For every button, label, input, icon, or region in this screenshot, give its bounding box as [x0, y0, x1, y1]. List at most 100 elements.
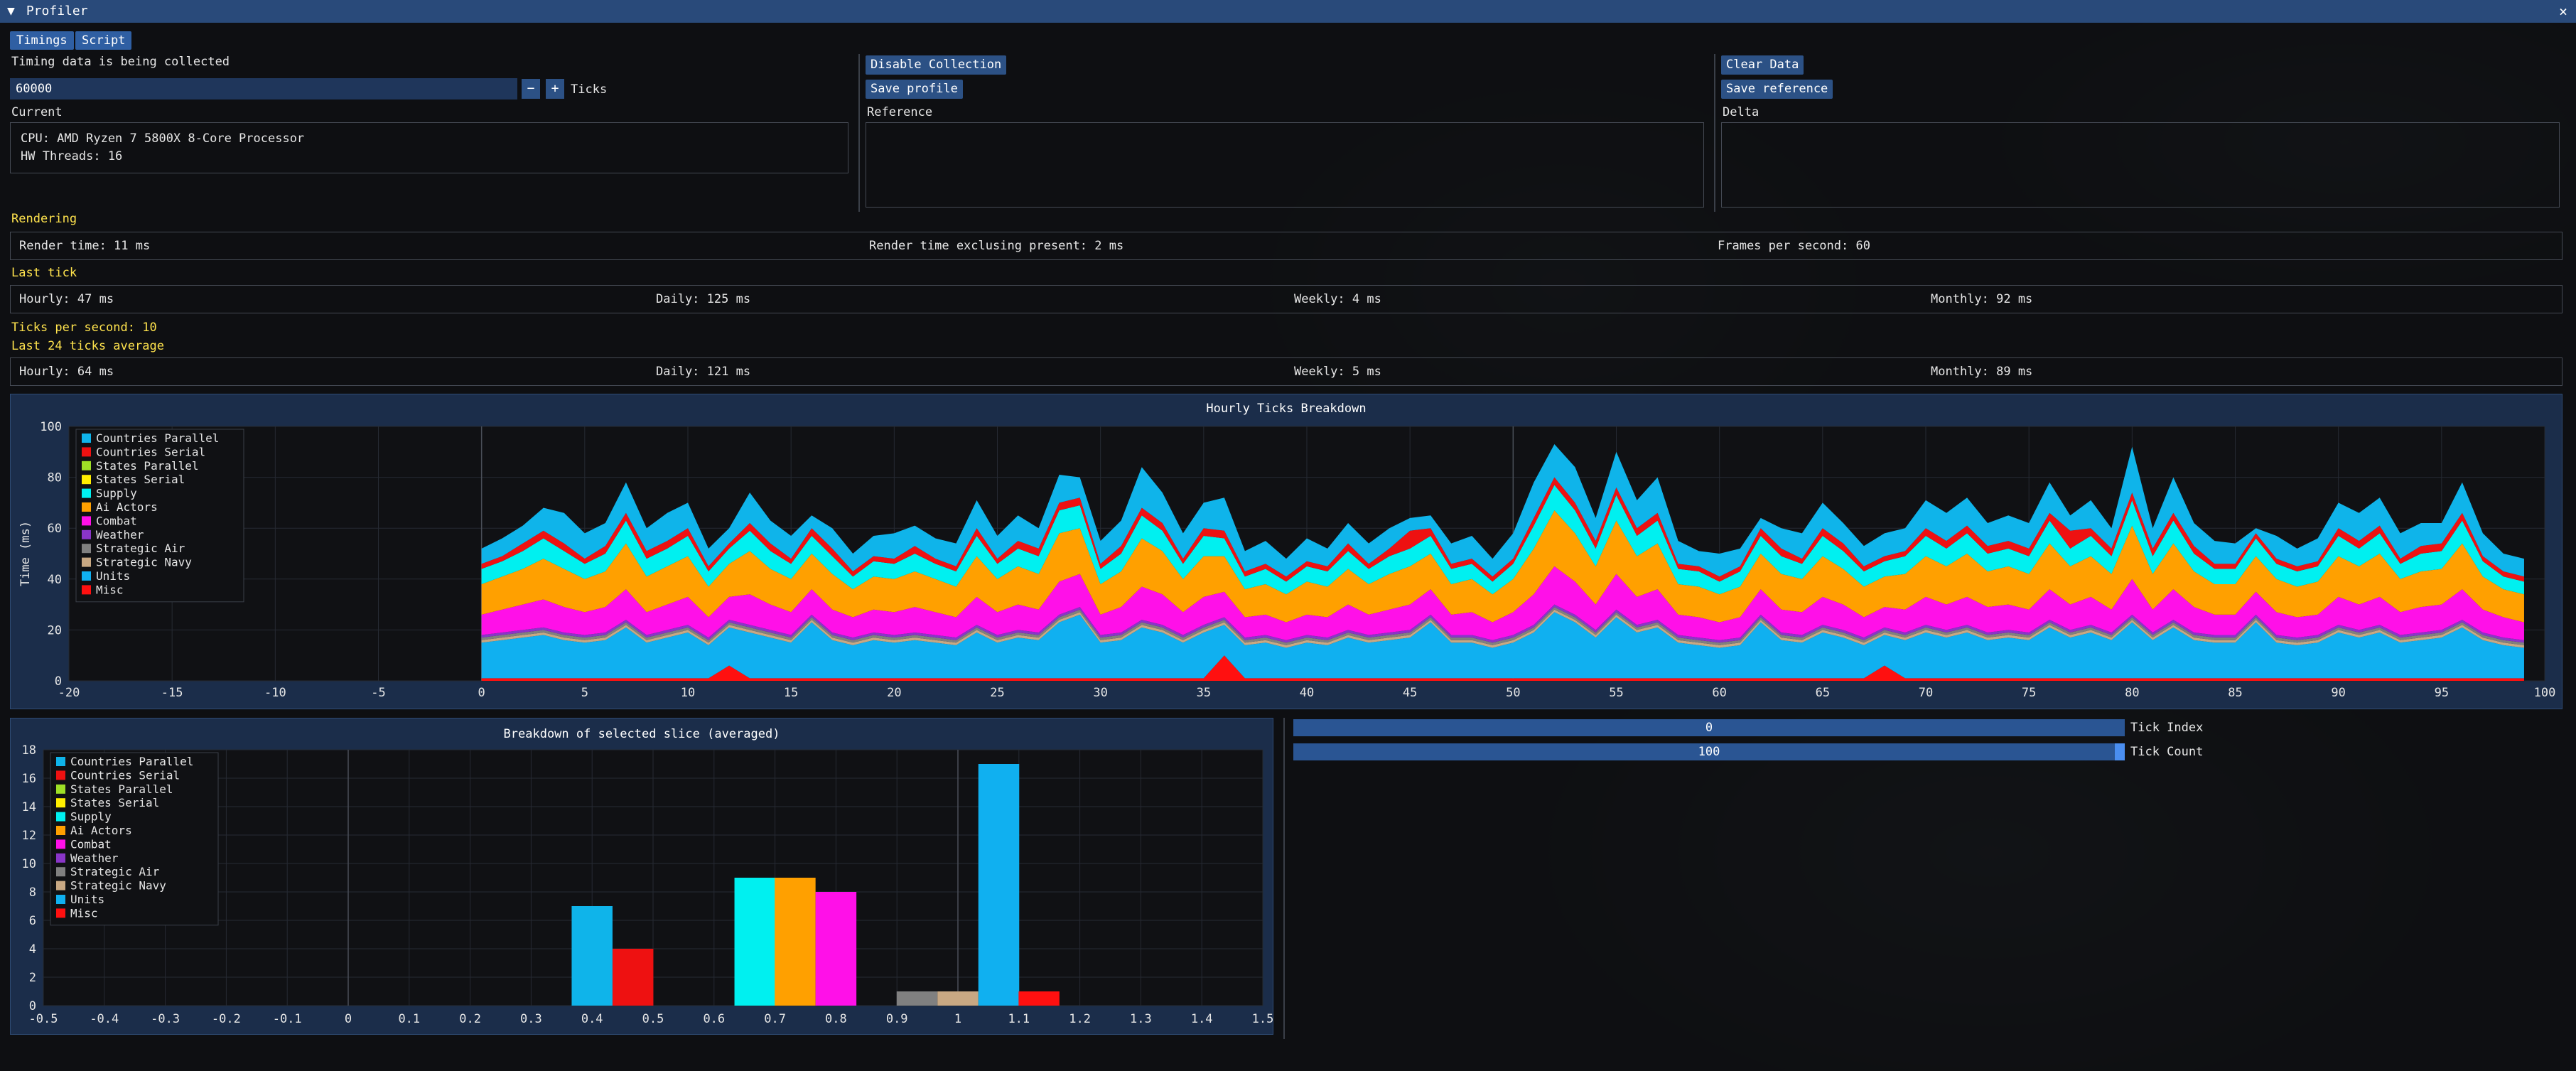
- x-tick-label: 45: [1403, 686, 1417, 700]
- legend-swatch: [82, 571, 91, 581]
- avg-hourly: Hourly: 64 ms: [19, 365, 114, 379]
- x-tick-label: 85: [2228, 686, 2242, 700]
- legend-entry: Combat: [70, 837, 112, 851]
- x-tick-label: 0.6: [703, 1012, 725, 1026]
- x-tick-label: 65: [1816, 686, 1830, 700]
- delta-label: Delta: [1723, 105, 1759, 119]
- bar-plot-frame[interactable]: Breakdown of selected slice (averaged) -…: [10, 718, 1273, 1035]
- legend-swatch: [82, 461, 91, 470]
- legend-swatch: [56, 895, 65, 904]
- x-tick-label: 100: [2534, 686, 2556, 700]
- column-separator: [1714, 54, 1715, 212]
- x-tick-label: -10: [264, 686, 286, 700]
- last-tick-row: Hourly: 47 ms Daily: 125 ms Weekly: 4 ms…: [10, 285, 2562, 313]
- bar-plot-title: Breakdown of selected slice (averaged): [503, 727, 780, 741]
- legend-box: [75, 429, 244, 603]
- current-label: Current: [11, 105, 63, 119]
- x-tick-label: 0.3: [520, 1012, 542, 1026]
- legend-swatch: [56, 881, 65, 890]
- avg-daily: Daily: 121 ms: [656, 365, 751, 379]
- save-reference-button[interactable]: Save reference: [1721, 80, 1833, 99]
- x-tick-label: 35: [1197, 686, 1211, 700]
- ticks-increment-button[interactable]: +: [546, 79, 564, 99]
- x-tick-label: 1: [954, 1012, 961, 1026]
- x-tick-label: -0.1: [273, 1012, 302, 1026]
- y-tick-label: 14: [22, 800, 36, 814]
- y-tick-label: 20: [48, 623, 62, 637]
- legend-entry: Supply: [70, 810, 112, 824]
- tab-script[interactable]: Script: [75, 31, 132, 50]
- collapse-arrow-icon[interactable]: ▼: [7, 4, 15, 18]
- legend-entry: Countries Serial: [96, 445, 205, 458]
- x-tick-label: 20: [887, 686, 901, 700]
- area-series-supply: [481, 485, 2524, 595]
- area-series-combat: [481, 566, 2524, 640]
- legend-entry: Strategic Navy: [96, 556, 192, 569]
- y-tick-label: 60: [48, 522, 62, 536]
- x-tick-label: 50: [1506, 686, 1520, 700]
- x-tick-label: 0.2: [459, 1012, 481, 1026]
- legend-swatch: [56, 853, 65, 863]
- x-tick-label: -0.3: [151, 1012, 180, 1026]
- legend-swatch: [82, 557, 91, 567]
- tick-index-value: 0: [1705, 721, 1713, 735]
- x-tick-label: 0.5: [642, 1012, 664, 1026]
- legend-swatch: [82, 544, 91, 554]
- frames-per-second: Frames per second: 60: [1718, 239, 1870, 253]
- x-tick-label: -0.4: [90, 1012, 119, 1026]
- average-row: Hourly: 64 ms Daily: 121 ms Weekly: 5 ms…: [10, 357, 2562, 386]
- x-tick-label: 0.8: [825, 1012, 847, 1026]
- legend-entry: Ai Actors: [70, 824, 132, 837]
- y-tick-label: 6: [29, 914, 36, 928]
- hourly-plot-frame[interactable]: Hourly Ticks Breakdown -20 -15 -10 -5 0 5 10 15…: [10, 394, 2562, 709]
- y-tick-label: 80: [48, 471, 62, 485]
- legend-swatch: [56, 867, 65, 877]
- x-tick-label: 0.9: [886, 1012, 908, 1026]
- save-profile-button[interactable]: Save profile: [866, 80, 963, 99]
- bar-ai-actors: [775, 878, 816, 1006]
- current-panel: CPU: AMD Ryzen 7 5800X 8-Core Processor …: [10, 122, 848, 173]
- y-tick-label: 4: [29, 942, 36, 957]
- clear-data-button[interactable]: Clear Data: [1721, 55, 1804, 75]
- cpu-info: CPU: AMD Ryzen 7 5800X 8-Core Processor: [21, 131, 305, 146]
- bar-strategic-navy: [937, 991, 979, 1006]
- ticks-decrement-button[interactable]: −: [522, 79, 540, 99]
- x-tick-label: 1.5: [1252, 1012, 1273, 1026]
- tab-timings[interactable]: Timings: [10, 31, 74, 50]
- reference-label: Reference: [867, 105, 933, 119]
- tick-count-slider-grab[interactable]: [2115, 743, 2125, 760]
- x-tick-label: 70: [1919, 686, 1933, 700]
- x-tick-label: 40: [1300, 686, 1314, 700]
- y-tick-label: 2: [29, 971, 36, 985]
- legend-entry: Countries Parallel: [96, 431, 219, 445]
- x-tick-label: 1.2: [1069, 1012, 1091, 1026]
- area-series-units: [481, 612, 2524, 679]
- bar-units: [978, 764, 1020, 1006]
- x-tick-label: 75: [2022, 686, 2036, 700]
- delta-panel: [1721, 122, 2560, 208]
- y-tick-label: 0: [55, 674, 62, 689]
- x-tick-label: 25: [990, 686, 1004, 700]
- window-titlebar[interactable]: ▼ Profiler ×: [0, 0, 2576, 23]
- bar-combat: [815, 892, 857, 1006]
- rendering-row: Render time: 11 ms Render time exclusing…: [10, 232, 2562, 260]
- slice-bar-chart[interactable]: -0.5 -0.4 -0.3 -0.2 -0.1 0 0.1 0.2 0.3 0.4 0.5 0.6 0…: [11, 719, 1273, 1034]
- ticks-input[interactable]: 60000: [10, 78, 517, 99]
- legend-entry: Countries Serial: [70, 768, 180, 782]
- x-tick-label: 10: [681, 686, 695, 700]
- x-tick-label: 60: [1712, 686, 1726, 700]
- x-tick-label: 80: [2125, 686, 2139, 700]
- y-tick-label: 16: [22, 772, 36, 786]
- ticks-per-second: Ticks per second: 10: [11, 321, 157, 335]
- legend-box: [50, 752, 219, 926]
- tick-count-slider[interactable]: 100: [1293, 743, 2125, 760]
- average-header: Last 24 ticks average: [11, 339, 164, 353]
- x-tick-label: 0.4: [581, 1012, 603, 1026]
- hourly-area-chart[interactable]: -20 -15 -10 -5 0 5 10 15 20 25 30 35 40 45 50 55 60 65 70 7…: [11, 394, 2562, 709]
- x-tick-label: -0.2: [212, 1012, 241, 1026]
- legend-entry: Weather: [96, 528, 144, 542]
- close-icon[interactable]: ×: [2558, 3, 2567, 20]
- window-title: Profiler: [26, 4, 88, 18]
- tick-index-slider[interactable]: 0: [1293, 719, 2125, 736]
- disable-collection-button[interactable]: Disable Collection: [866, 55, 1007, 75]
